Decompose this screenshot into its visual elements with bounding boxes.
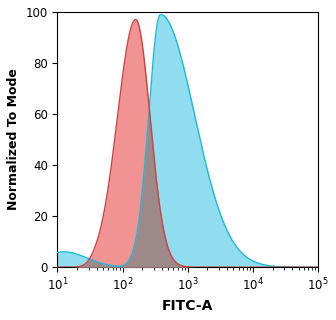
Y-axis label: Normalized To Mode: Normalized To Mode [7, 68, 20, 211]
X-axis label: FITC-A: FITC-A [162, 299, 214, 313]
